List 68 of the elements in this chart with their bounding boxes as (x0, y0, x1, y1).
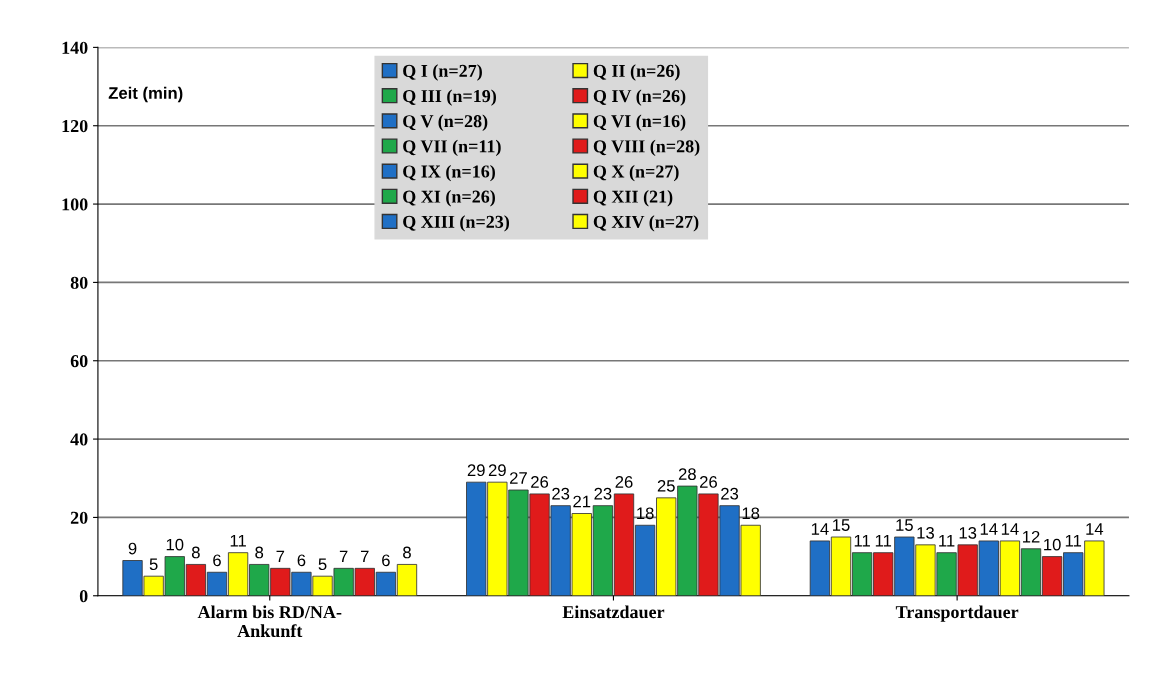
data-label: 11 (875, 534, 892, 547)
y-tick-label: 140 (62, 41, 88, 54)
data-label: 6 (297, 554, 306, 567)
legend-label: Q XIV (n=27) (593, 215, 699, 232)
y-axis-title: Zeit (min) (108, 86, 183, 103)
legend-label: Q IX (n=16) (403, 164, 495, 182)
legend-label: Q V (n=28) (403, 114, 488, 131)
x-tick-label: Einsatzdauer (562, 605, 665, 619)
y-tick-label: 100 (62, 198, 88, 211)
legend-label: Q XII (21) (593, 190, 673, 207)
data-label: 5 (149, 558, 158, 571)
legend-label: Q XI (n=26) (403, 190, 495, 207)
legend-label: Q IV (n=26) (593, 89, 686, 106)
legend-label: Q VIII (n=28) (593, 139, 700, 157)
data-label: 7 (276, 550, 285, 563)
legend-label: Q XIII (n=23) (403, 215, 510, 232)
data-label: 23 (721, 487, 739, 500)
y-tick-label: 20 (70, 511, 88, 524)
data-label: 5 (318, 558, 327, 571)
data-label: 18 (637, 507, 654, 520)
data-label: 13 (959, 526, 977, 539)
data-label: 14 (1001, 523, 1019, 535)
data-label: 26 (615, 476, 633, 488)
data-label: 8 (403, 546, 411, 559)
legend-label: Q VI (n=16) (593, 114, 686, 131)
data-label: 14 (1086, 523, 1104, 535)
data-label: 23 (552, 487, 570, 500)
data-label: 6 (382, 554, 390, 567)
data-label: 8 (191, 546, 200, 559)
data-label: 11 (939, 534, 955, 547)
data-label: 12 (1023, 530, 1040, 543)
data-label: 25 (657, 479, 675, 492)
data-label: 6 (213, 554, 221, 567)
y-tick-label: 40 (70, 433, 88, 446)
data-label: 26 (531, 476, 549, 488)
data-label: 26 (700, 476, 717, 488)
data-label: 29 (488, 464, 506, 477)
data-label: 11 (230, 534, 246, 547)
data-label: 14 (980, 523, 998, 535)
legend-label: Q II (n=26) (593, 64, 680, 81)
data-label: 23 (594, 487, 612, 500)
data-label: 7 (339, 550, 348, 563)
y-tick-label: 120 (62, 119, 88, 133)
legend-label: Q III (n=19) (403, 89, 496, 106)
data-label: 11 (854, 534, 870, 547)
data-label: 9 (128, 542, 137, 555)
data-label: 10 (1044, 538, 1061, 551)
x-tick-label: Transportdauer (895, 605, 1019, 622)
data-label: 15 (833, 519, 850, 531)
data-label: 11 (1065, 534, 1082, 547)
data-label: 18 (742, 507, 760, 520)
legend-label: Q I (n=27) (403, 64, 482, 81)
legend-label: Q X (n=27) (593, 164, 679, 182)
data-label: 27 (510, 472, 527, 484)
data-label: 7 (360, 550, 369, 563)
data-label: 13 (917, 526, 934, 539)
y-tick-label: 0 (79, 590, 88, 603)
data-label: 21 (573, 495, 591, 508)
data-label: 8 (255, 546, 264, 559)
data-label: 15 (896, 519, 913, 531)
data-label: 10 (166, 538, 184, 551)
legend-label: Q VII (n=11) (403, 139, 501, 157)
y-tick-label: 80 (70, 276, 88, 289)
x-tick-label: Alarm bis RD/NA- Ankunft (197, 605, 342, 638)
data-label: 14 (811, 523, 829, 535)
data-label: 28 (678, 468, 696, 481)
y-tick-label: 60 (70, 355, 88, 368)
data-label: 29 (467, 464, 485, 477)
